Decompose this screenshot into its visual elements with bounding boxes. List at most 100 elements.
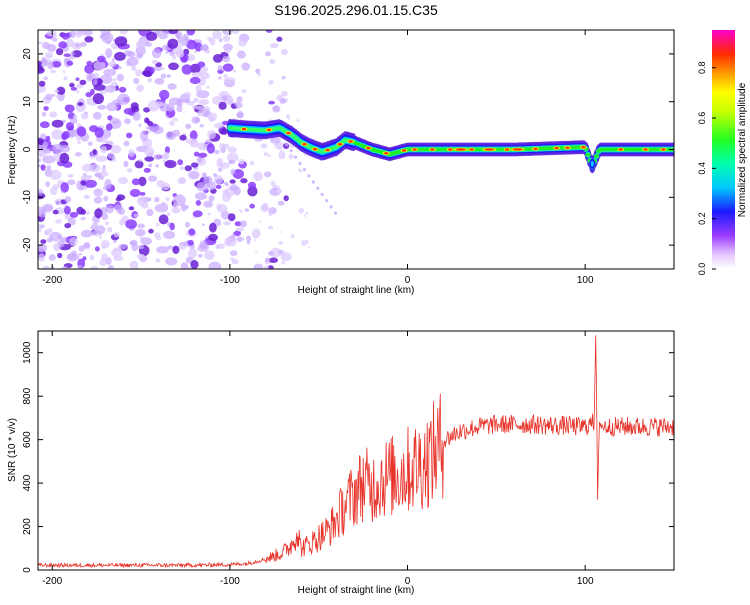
noise-blob bbox=[298, 207, 305, 214]
noise-blob bbox=[138, 176, 147, 187]
noise-blob bbox=[57, 252, 63, 259]
noise-blob bbox=[168, 62, 179, 71]
colorbar-tick-label: 0.6 bbox=[697, 112, 707, 125]
signal-hotspot bbox=[504, 148, 510, 151]
noise-blob bbox=[154, 197, 160, 203]
noise-blob bbox=[262, 202, 269, 211]
noise-blob bbox=[40, 239, 47, 245]
noise-blob bbox=[246, 235, 252, 242]
signal-branch bbox=[334, 211, 338, 215]
noise-blob bbox=[90, 88, 95, 96]
signal-hotspot bbox=[484, 148, 495, 151]
noise-blob bbox=[155, 164, 159, 168]
noise-blob bbox=[213, 173, 218, 177]
noise-blob bbox=[51, 94, 56, 97]
noise-blob bbox=[209, 222, 217, 233]
noise-blob bbox=[46, 237, 53, 243]
noise-blob bbox=[38, 211, 42, 217]
y-tick-label: 10 bbox=[22, 96, 33, 108]
noise-blob bbox=[133, 213, 139, 218]
noise-blob bbox=[169, 120, 175, 126]
noise-blob bbox=[55, 219, 62, 224]
noise-blob bbox=[40, 59, 48, 67]
noise-blob bbox=[154, 78, 165, 85]
noise-blob bbox=[62, 70, 66, 74]
noise-blob bbox=[101, 253, 108, 261]
noise-blob bbox=[207, 181, 216, 191]
noise-blob bbox=[200, 66, 209, 73]
noise-blob bbox=[112, 120, 120, 125]
noise-scatter bbox=[38, 30, 311, 269]
noise-blob bbox=[39, 121, 50, 129]
noise-blob bbox=[257, 72, 261, 77]
noise-blob bbox=[180, 203, 188, 212]
noise-blob bbox=[178, 36, 187, 47]
noise-blob bbox=[147, 78, 153, 83]
noise-blob bbox=[279, 231, 282, 233]
noise-blob bbox=[112, 239, 117, 243]
noise-blob bbox=[221, 95, 228, 102]
signal-hotspot bbox=[401, 149, 407, 152]
noise-blob bbox=[66, 38, 74, 47]
noise-blob bbox=[100, 171, 109, 177]
noise-blob bbox=[236, 96, 243, 103]
noise-blob bbox=[194, 50, 197, 54]
noise-blob bbox=[267, 154, 271, 158]
noise-blob bbox=[56, 94, 62, 100]
noise-blob bbox=[202, 223, 205, 226]
noise-blob bbox=[185, 123, 192, 130]
y-tick-label: 800 bbox=[22, 387, 33, 404]
noise-blob bbox=[119, 219, 125, 226]
noise-blob bbox=[94, 172, 102, 178]
colorbar-tick-label: 0.0 bbox=[697, 263, 707, 276]
noise-blob bbox=[152, 125, 164, 135]
noise-blob bbox=[263, 151, 268, 156]
noise-blob bbox=[83, 242, 90, 249]
noise-blob bbox=[217, 65, 223, 71]
signal-hotspot bbox=[366, 146, 371, 150]
noise-blob bbox=[91, 222, 99, 229]
noise-blob bbox=[67, 217, 76, 226]
noise-blob bbox=[186, 30, 195, 36]
noise-blob bbox=[204, 250, 215, 261]
noise-blob bbox=[253, 263, 264, 269]
noise-blob bbox=[84, 179, 98, 188]
noise-blob bbox=[301, 240, 307, 246]
noise-blob bbox=[238, 37, 248, 47]
noise-blob bbox=[38, 60, 42, 67]
noise-blob bbox=[44, 52, 54, 59]
noise-blob bbox=[99, 90, 107, 95]
colorbar-label: Normalized spectral amplitude bbox=[737, 82, 748, 217]
noise-blob bbox=[193, 97, 199, 103]
noise-blob bbox=[199, 124, 204, 128]
noise-blob bbox=[232, 169, 244, 179]
noise-blob bbox=[48, 254, 56, 261]
noise-blob bbox=[151, 48, 162, 59]
noise-blob bbox=[145, 42, 153, 47]
noise-blob bbox=[132, 111, 141, 121]
noise-blob bbox=[218, 143, 226, 150]
signal-hotspot bbox=[302, 143, 307, 146]
noise-blob bbox=[93, 72, 100, 80]
noise-blob bbox=[199, 240, 208, 250]
noise-blob bbox=[67, 174, 74, 178]
noise-blob bbox=[94, 208, 103, 219]
spectrogram-plot-area bbox=[38, 30, 674, 269]
noise-blob bbox=[268, 100, 275, 105]
noise-blob bbox=[214, 122, 224, 129]
noise-blob bbox=[288, 117, 291, 120]
noise-blob bbox=[63, 236, 66, 239]
signal-ridge bbox=[226, 119, 674, 215]
noise-blob bbox=[97, 104, 107, 110]
noise-blob bbox=[138, 159, 142, 163]
noise-blob bbox=[118, 176, 128, 185]
noise-blob bbox=[110, 145, 122, 154]
noise-blob bbox=[241, 89, 247, 94]
noise-blob bbox=[253, 171, 263, 182]
noise-blob bbox=[167, 245, 174, 250]
noise-blob bbox=[47, 157, 53, 162]
signal-hotspot bbox=[337, 143, 343, 146]
noise-blob bbox=[206, 143, 215, 154]
noise-blob bbox=[135, 45, 146, 56]
noise-blob bbox=[92, 93, 104, 105]
